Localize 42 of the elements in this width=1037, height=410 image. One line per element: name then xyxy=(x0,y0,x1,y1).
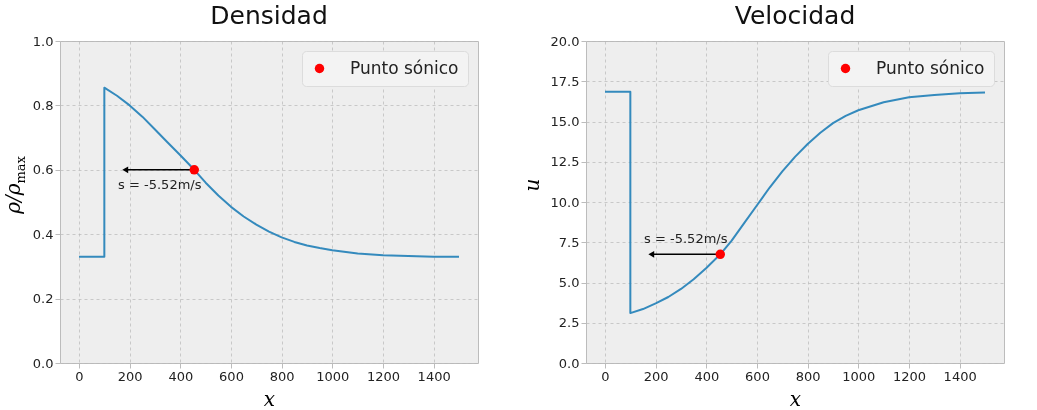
y-tick-label: 1.0 xyxy=(32,33,54,49)
y-tick-label: 0.0 xyxy=(32,355,54,371)
x-tick-label: 400 xyxy=(168,368,194,384)
y-tick-label: 17.5 xyxy=(550,73,580,89)
x-tick-label: 0 xyxy=(601,368,610,384)
x-tick-label: 1000 xyxy=(316,368,350,384)
x-tick-label: 1400 xyxy=(943,368,977,384)
annotation: s = -5.52m/s xyxy=(644,231,728,247)
legend-label: Punto sónico xyxy=(876,57,985,78)
x-tick-label: 600 xyxy=(745,368,770,384)
y-tick-label: 0.6 xyxy=(32,162,54,178)
x-tick-label: 1000 xyxy=(842,368,876,384)
y-tick-label: 15.0 xyxy=(550,114,580,129)
y-tick-label: 20.0 xyxy=(550,33,580,49)
x-tick-label: 200 xyxy=(117,368,143,384)
y-tick-label: 12.5 xyxy=(550,154,580,170)
x-tick-label: 400 xyxy=(694,368,720,384)
y-axis-title: u xyxy=(520,178,544,192)
y-tick-label: 10.0 xyxy=(550,194,580,210)
x-tick-label: 800 xyxy=(269,368,295,384)
x-tick-label: 1400 xyxy=(417,368,451,384)
legend-label: Punto sónico xyxy=(350,57,459,78)
y-tick-label: 0.0 xyxy=(558,355,580,371)
x-tick-label: 1200 xyxy=(366,368,401,384)
x-tick-label: 1200 xyxy=(892,368,927,384)
x-tick-label: 200 xyxy=(643,368,669,384)
chart-title: Densidad xyxy=(210,1,328,30)
y-tick-label: 0.4 xyxy=(32,226,54,242)
x-tick-label: 0 xyxy=(75,368,84,384)
y-tick-label: 5.0 xyxy=(558,275,580,290)
x-tick-label: 800 xyxy=(795,368,821,384)
y-tick-label: 2.5 xyxy=(558,315,580,331)
y-tick-label: 0.8 xyxy=(32,97,54,113)
y-tick-label: 7.5 xyxy=(558,234,580,250)
x-tick-label: 600 xyxy=(219,368,244,384)
x-axis-title: x xyxy=(263,386,276,410)
line-series xyxy=(604,90,986,315)
line-series xyxy=(78,86,460,258)
annotation: s = -5.52m/s xyxy=(118,176,202,192)
x-axis-title: x xyxy=(789,386,802,410)
chart-title: Velocidad xyxy=(734,1,856,30)
y-tick-label: 0.2 xyxy=(32,291,54,307)
